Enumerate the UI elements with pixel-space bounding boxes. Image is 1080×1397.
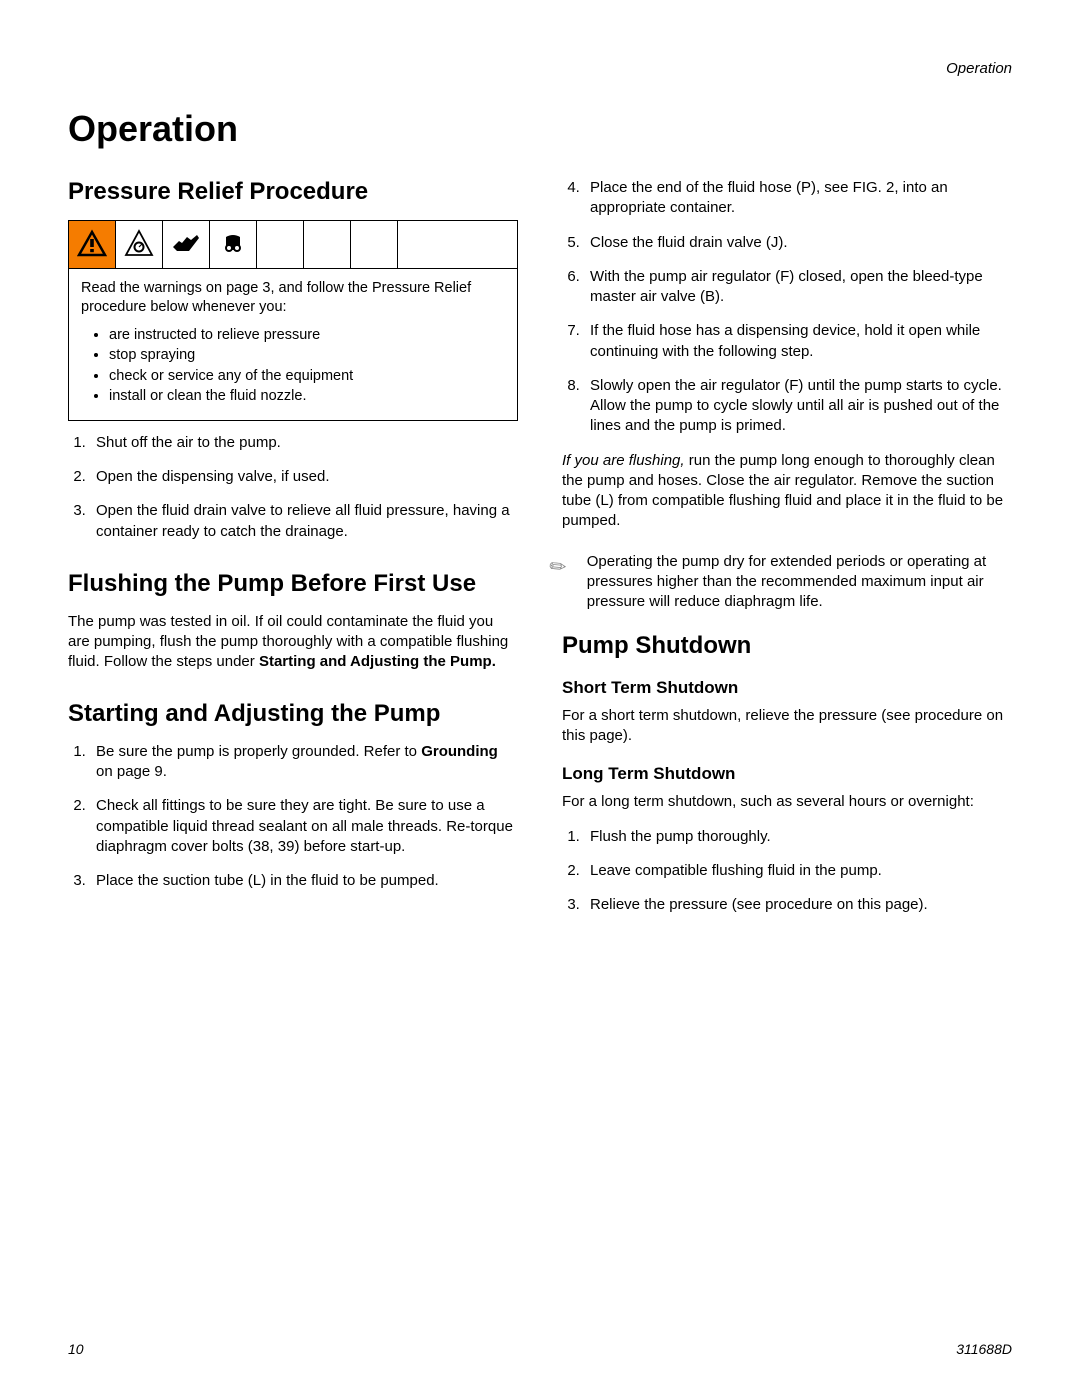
list-item: Shut off the air to the pump. — [90, 433, 518, 453]
warning-icon-empty — [398, 221, 445, 268]
warning-bullet: stop spraying — [109, 346, 505, 366]
flushing-note-italic: If you are flushing, — [562, 452, 685, 469]
list-item: Open the dispensing valve, if used. — [90, 467, 518, 487]
warning-icon-row — [69, 221, 517, 269]
long-shutdown-steps: Flush the pump thoroughly. Leave compati… — [562, 827, 1012, 916]
warning-intro-text: Read the warnings on page 3, and follow … — [81, 280, 471, 316]
footer-page-number: 10 — [68, 1341, 84, 1357]
list-item: If the fluid hose has a dispensing devic… — [584, 321, 1012, 362]
list-item: Be sure the pump is properly grounded. R… — [90, 742, 518, 783]
right-column: Place the end of the fluid hose (P), see… — [562, 178, 1012, 929]
list-item: Open the fluid drain valve to relieve al… — [90, 501, 518, 542]
flushing-note: If you are flushing, run the pump long e… — [562, 451, 1012, 532]
list-item: Check all fittings to be sure they are t… — [90, 796, 518, 857]
list-item: With the pump air regulator (F) closed, … — [584, 267, 1012, 308]
list-item: Place the end of the fluid hose (P), see… — [584, 178, 1012, 219]
warning-box: Read the warnings on page 3, and follow … — [68, 220, 518, 421]
pressure-relief-steps: Shut off the air to the pump. Open the d… — [68, 433, 518, 542]
step-bold: Grounding — [421, 743, 498, 760]
warning-icon-empty — [304, 221, 351, 268]
page-title: Operation — [68, 108, 1012, 150]
long-shutdown-body: For a long term shutdown, such as severa… — [562, 792, 1012, 812]
content-columns: Pressure Relief Procedure — [68, 178, 1012, 929]
starting-steps-right: Place the end of the fluid hose (P), see… — [562, 178, 1012, 437]
list-item: Slowly open the air regulator (F) until … — [584, 376, 1012, 437]
starting-steps-left: Be sure the pump is properly grounded. R… — [68, 742, 518, 892]
list-item: Place the suction tube (L) in the fluid … — [90, 871, 518, 891]
step-pre: Be sure the pump is properly grounded. R… — [96, 743, 421, 760]
step-post: on page 9. — [96, 763, 167, 780]
heading-flushing: Flushing the Pump Before First Use — [68, 570, 518, 598]
heading-pressure-relief: Pressure Relief Procedure — [68, 178, 518, 206]
warning-bullet: check or service any of the equipment — [109, 367, 505, 387]
left-column: Pressure Relief Procedure — [68, 178, 518, 929]
header-section-label: Operation — [946, 60, 1012, 77]
list-item: Leave compatible flushing fluid in the p… — [584, 861, 1012, 881]
flushing-body: The pump was tested in oil. If oil could… — [68, 612, 518, 673]
hand-hazard-icon — [163, 221, 210, 268]
respirator-icon — [210, 221, 257, 268]
list-item: Close the fluid drain valve (J). — [584, 233, 1012, 253]
heading-long-shutdown: Long Term Shutdown — [562, 764, 1012, 784]
heading-starting: Starting and Adjusting the Pump — [68, 700, 518, 728]
flushing-body-bold: Starting and Adjusting the Pump. — [259, 653, 496, 670]
pencil-note: ✎ Operating the pump dry for extended pe… — [562, 552, 1012, 613]
pressure-gauge-icon — [116, 221, 163, 268]
pencil-note-text: Operating the pump dry for extended peri… — [587, 552, 1012, 613]
warning-bullet: are instructed to relieve pressure — [109, 326, 505, 346]
warning-bullet-list: are instructed to relieve pressure stop … — [81, 326, 505, 407]
list-item: Flush the pump thoroughly. — [584, 827, 1012, 847]
warning-icon-empty — [351, 221, 398, 268]
page-footer: 10 311688D — [68, 1341, 1012, 1357]
warning-body: Read the warnings on page 3, and follow … — [69, 269, 517, 420]
heading-shutdown: Pump Shutdown — [562, 632, 1012, 660]
list-item: Relieve the pressure (see procedure on t… — [584, 895, 1012, 915]
warning-bullet: install or clean the fluid nozzle. — [109, 387, 505, 407]
footer-doc-id: 311688D — [956, 1341, 1012, 1357]
heading-short-shutdown: Short Term Shutdown — [562, 678, 1012, 698]
warning-triangle-icon — [69, 221, 116, 268]
warning-icon-empty — [257, 221, 304, 268]
short-shutdown-body: For a short term shutdown, relieve the p… — [562, 706, 1012, 747]
